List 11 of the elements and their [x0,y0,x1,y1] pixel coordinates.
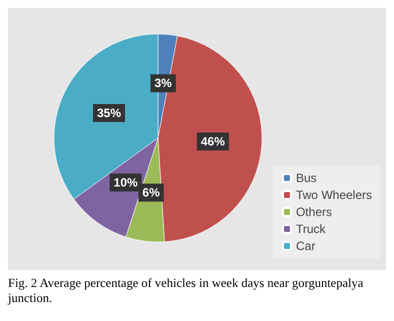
data-label: 35% [96,106,122,120]
data-label: 3% [154,76,172,90]
legend-label: Truck [296,222,327,236]
data-label: 10% [114,175,138,190]
data-label: 6% [142,186,160,200]
data-label: 46% [200,134,226,148]
legend-label: Two Wheelers [296,188,372,202]
caption: Fig. 2 Average percentage of vehicles in week days near gorguntepalya junction. [8,276,364,306]
legend-label: Car [296,239,316,253]
legend-label: Others [296,205,332,219]
legend-label: Bus [296,171,317,185]
